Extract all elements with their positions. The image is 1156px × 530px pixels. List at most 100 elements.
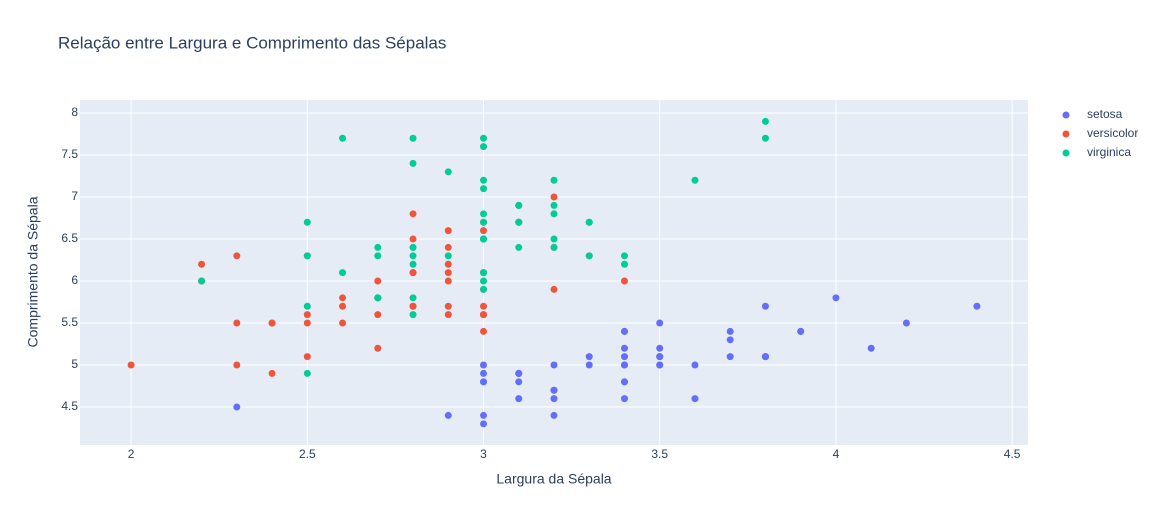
point (233, 252, 241, 260)
point (480, 302, 488, 310)
y-tick-label: 7.5 (61, 147, 78, 161)
point (550, 243, 558, 251)
point (303, 302, 311, 310)
point (480, 185, 488, 193)
point (480, 378, 488, 386)
point (444, 277, 452, 285)
y-tick-label: 6.5 (61, 231, 78, 245)
point (902, 319, 910, 327)
point (127, 361, 135, 369)
point (550, 395, 558, 403)
point (303, 353, 311, 361)
y-tick-label: 6 (71, 273, 78, 287)
point (303, 369, 311, 377)
point (480, 227, 488, 235)
legend: setosa versicolor virginica (1062, 107, 1138, 159)
point (973, 302, 981, 310)
y-tick-label: 4.5 (61, 399, 78, 413)
point (550, 193, 558, 201)
point (515, 218, 523, 226)
point (480, 411, 488, 419)
point (480, 311, 488, 319)
legend-label[interactable]: virginica (1087, 145, 1131, 159)
point (480, 235, 488, 243)
point (620, 327, 628, 335)
point (374, 311, 382, 319)
point (409, 134, 417, 142)
point (444, 311, 452, 319)
point (585, 218, 593, 226)
point (620, 260, 628, 268)
point (198, 260, 206, 268)
y-tick-label: 5 (71, 357, 78, 371)
point (374, 294, 382, 302)
point (832, 294, 840, 302)
point (620, 378, 628, 386)
point (233, 403, 241, 411)
point (550, 411, 558, 419)
point (656, 319, 664, 327)
point (515, 201, 523, 209)
point (444, 252, 452, 260)
point (585, 252, 593, 260)
point (656, 361, 664, 369)
point (374, 344, 382, 352)
point (550, 176, 558, 184)
point (480, 269, 488, 277)
point (480, 218, 488, 226)
point (797, 327, 805, 335)
point (761, 353, 769, 361)
x-tick-label: 3 (480, 447, 487, 461)
y-axis-title: Comprimento da Sépala (25, 196, 41, 347)
x-tick-label: 4.5 (1004, 447, 1021, 461)
point (480, 420, 488, 428)
point (480, 285, 488, 293)
point (339, 302, 347, 310)
y-tick-label: 8 (71, 105, 78, 119)
point (444, 269, 452, 277)
point (867, 344, 875, 352)
legend-marker (1062, 149, 1070, 157)
x-tick-label: 2.5 (299, 447, 316, 461)
point (550, 361, 558, 369)
point (761, 302, 769, 310)
point (409, 235, 417, 243)
point (480, 369, 488, 377)
legend-label[interactable]: versicolor (1087, 126, 1138, 140)
point (620, 344, 628, 352)
x-tick-label: 4 (833, 447, 840, 461)
point (585, 361, 593, 369)
point (620, 277, 628, 285)
point (268, 319, 276, 327)
point (409, 269, 417, 277)
point (198, 277, 206, 285)
point (444, 411, 452, 419)
point (233, 319, 241, 327)
chart-title: Relação entre Largura e Comprimento das … (58, 33, 446, 52)
point (691, 176, 699, 184)
point (550, 235, 558, 243)
point (409, 311, 417, 319)
point (444, 243, 452, 251)
point (480, 210, 488, 218)
point (409, 252, 417, 260)
legend-label[interactable]: setosa (1087, 107, 1123, 121)
point (409, 294, 417, 302)
point (268, 369, 276, 377)
point (374, 252, 382, 260)
point (444, 227, 452, 235)
point (726, 353, 734, 361)
point (480, 143, 488, 151)
point (339, 269, 347, 277)
x-tick-label: 2 (128, 447, 135, 461)
point (444, 168, 452, 176)
x-axis-title: Largura da Sépala (496, 471, 611, 487)
point (303, 218, 311, 226)
point (585, 353, 593, 361)
point (550, 201, 558, 209)
point (409, 159, 417, 167)
point (444, 260, 452, 268)
point (374, 243, 382, 251)
point (656, 353, 664, 361)
